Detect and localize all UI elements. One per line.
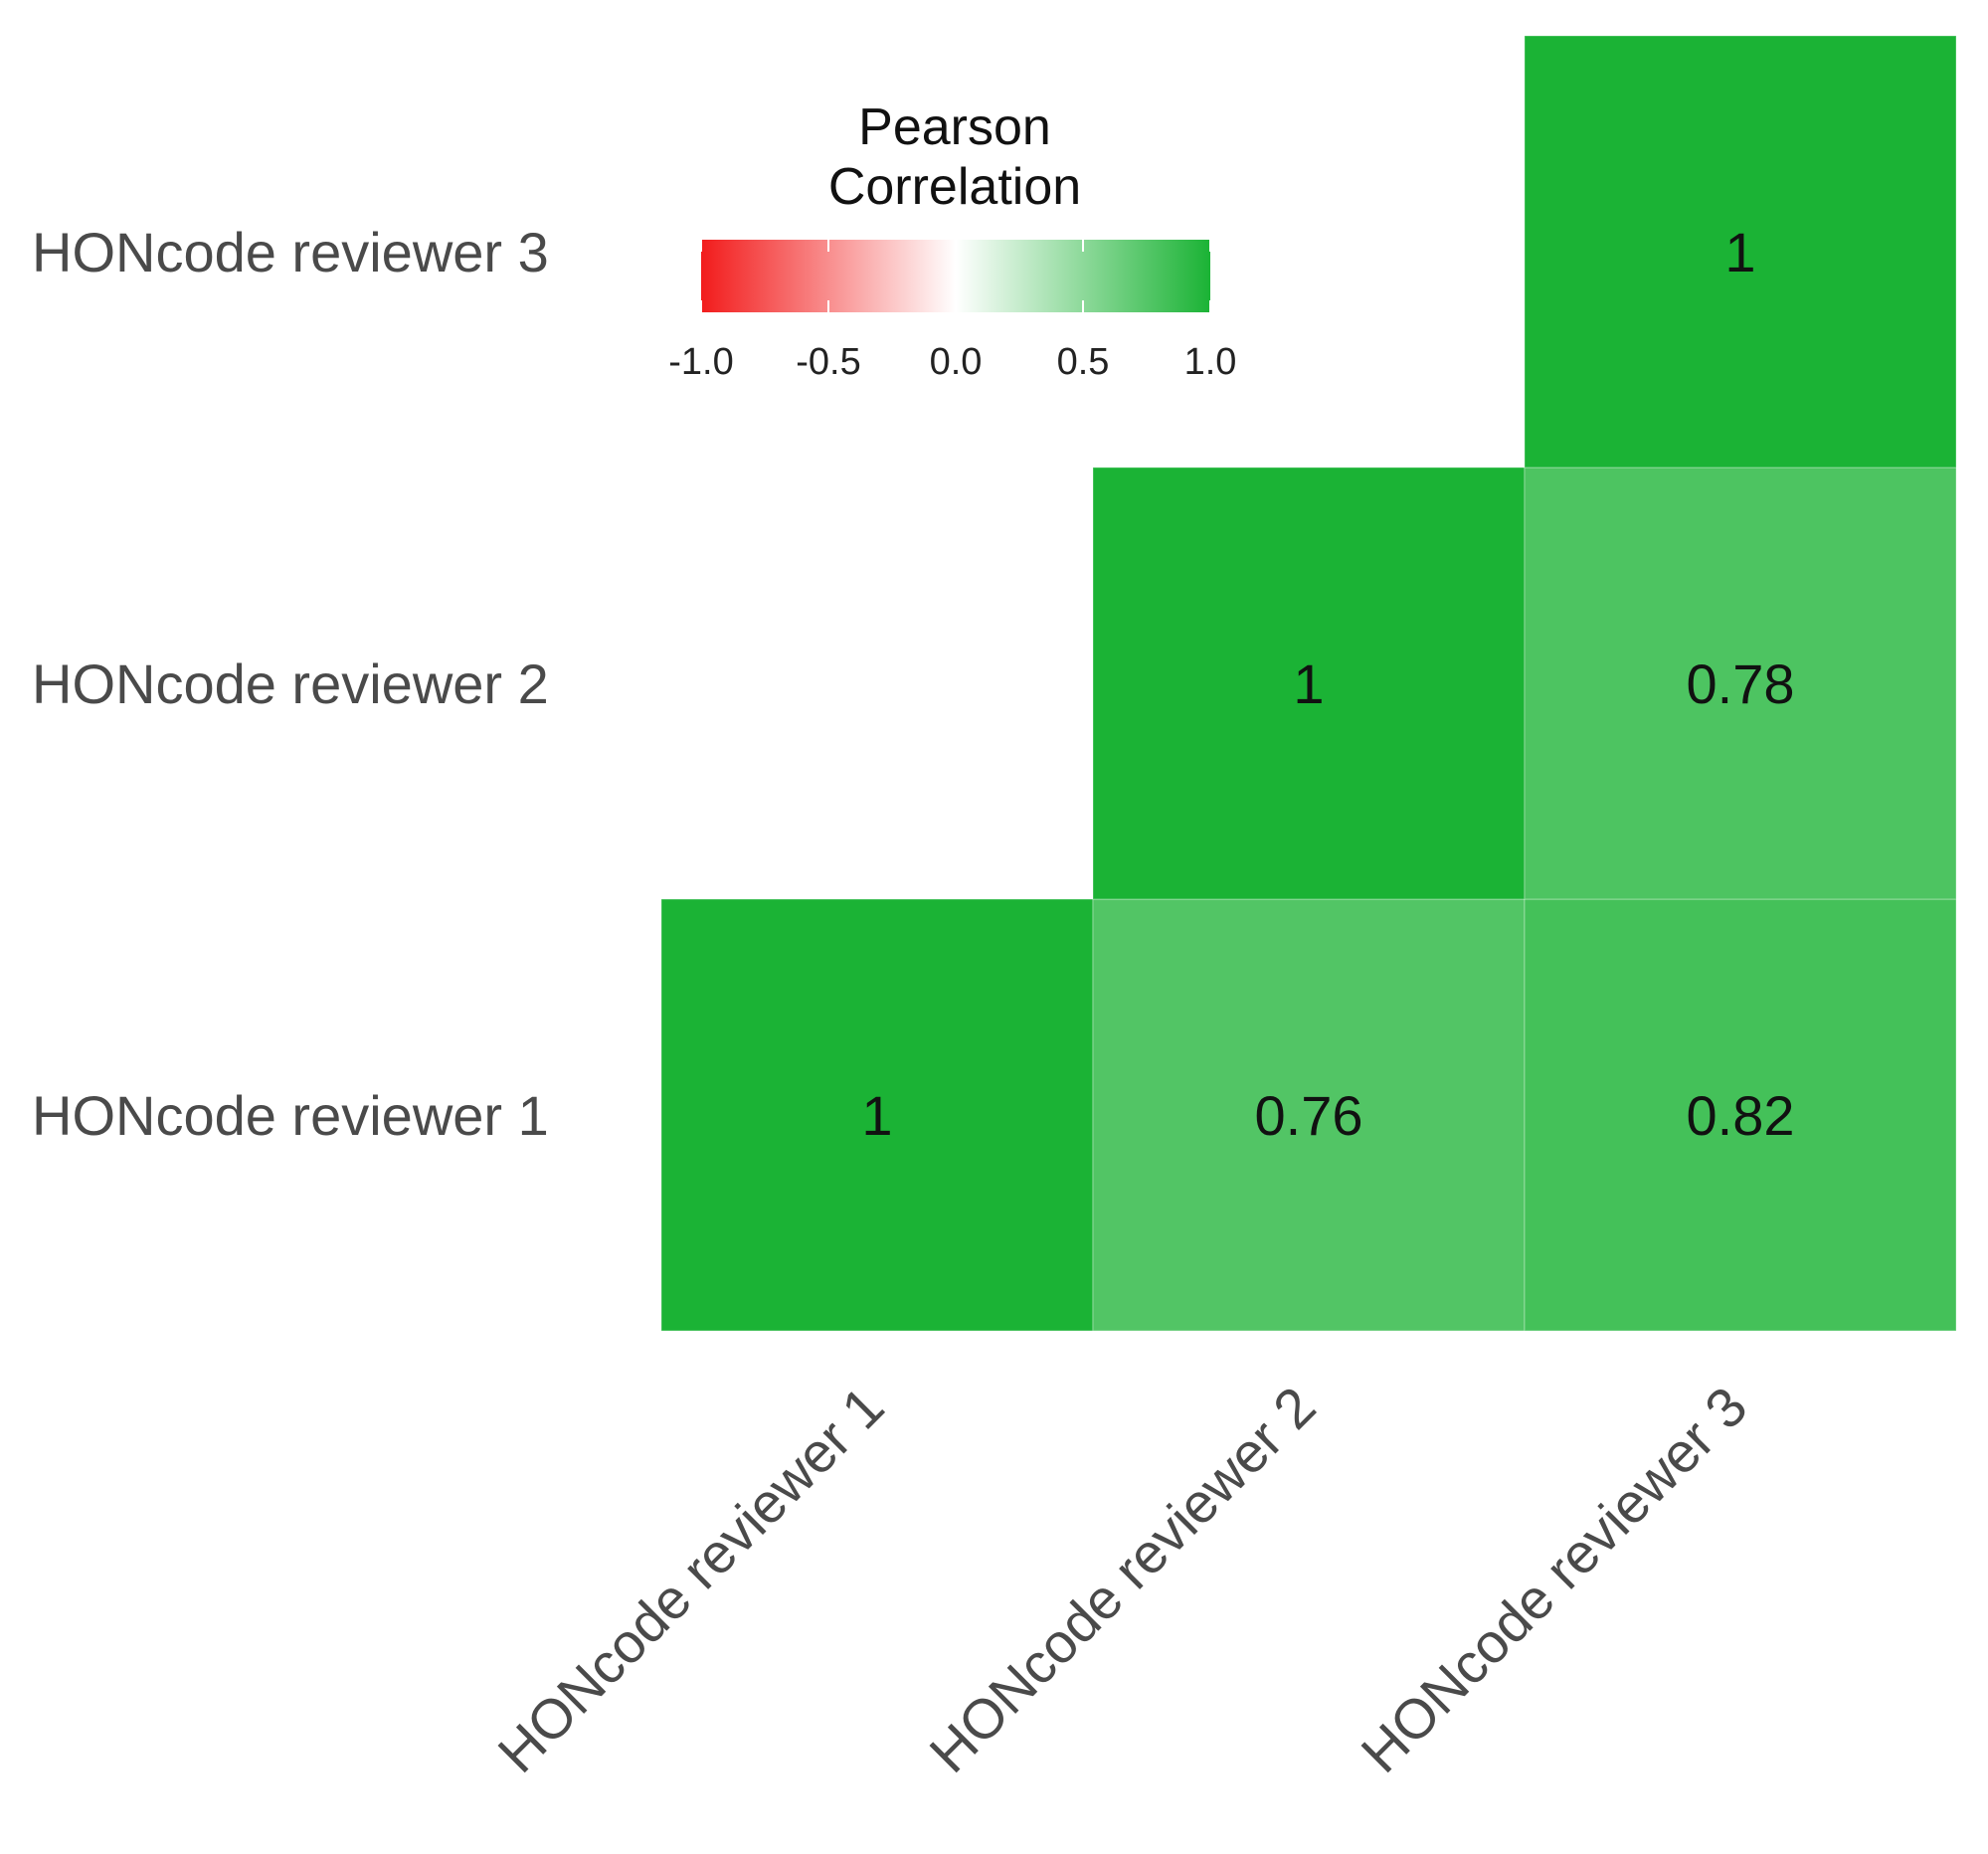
legend-tick-label: 1.0 <box>1184 341 1237 383</box>
row-label-honcode-reviewer-2: HONcode reviewer 2 <box>32 652 549 715</box>
column-label-honcode-reviewer-3: HONcode reviewer 3 <box>1349 1375 1758 1784</box>
legend-color-bar <box>701 240 1210 312</box>
heatmap-cells: 1 0.76 0.82 1 0.78 1 <box>660 35 1957 1332</box>
heatmap-cell-value: 1 <box>861 1084 892 1147</box>
heatmap-cell-value: 1 <box>1293 652 1324 715</box>
legend-tick-label: -0.5 <box>796 341 860 383</box>
legend-title-line-1: Pearson <box>858 98 1051 156</box>
heatmap-cell: 0.78 <box>1524 466 1957 900</box>
heatmap-cell-value: 1 <box>1724 221 1755 283</box>
heatmap-cell-value: 0.78 <box>1687 652 1795 715</box>
row-labels: HONcode reviewer 1 HONcode reviewer 2 HONc… <box>32 221 549 1147</box>
heatmap-cell: 1 <box>1092 466 1526 900</box>
row-label-honcode-reviewer-1: HONcode reviewer 1 <box>32 1084 549 1147</box>
legend-ticks: -1.0 -0.5 0.0 0.5 1.0 <box>668 240 1236 383</box>
heatmap-cell-rect <box>1524 466 1957 900</box>
heatmap-cell: 1 <box>1524 35 1957 468</box>
heatmap-cell-rect <box>1524 898 1957 1332</box>
color-legend: Pearson Correlation -1.0 -0.5 0.0 0.5 1.0 <box>668 98 1236 383</box>
legend-tick-label: 0.0 <box>930 341 983 383</box>
row-label-honcode-reviewer-3: HONcode reviewer 3 <box>32 221 549 283</box>
heatmap-cell-value: 0.82 <box>1687 1084 1795 1147</box>
heatmap-cell-rect <box>1092 466 1526 900</box>
legend-title-line-2: Correlation <box>828 158 1081 216</box>
legend-tick-label: 0.5 <box>1057 341 1110 383</box>
column-label-honcode-reviewer-2: HONcode reviewer 2 <box>917 1375 1327 1784</box>
heatmap-cell-rect <box>1524 35 1957 468</box>
heatmap-cell-rect <box>1092 898 1526 1332</box>
heatmap-cell: 0.82 <box>1524 898 1957 1332</box>
column-labels: HONcode reviewer 1 HONcode reviewer 2 HONc… <box>485 1375 1758 1784</box>
legend-tick-label: -1.0 <box>668 341 733 383</box>
column-label-honcode-reviewer-1: HONcode reviewer 1 <box>485 1375 895 1784</box>
heatmap-cell: 1 <box>660 898 1094 1332</box>
heatmap-cell-value: 0.76 <box>1255 1084 1363 1147</box>
heatmap-cell: 0.76 <box>1092 898 1526 1332</box>
heatmap-cell-rect <box>660 898 1094 1332</box>
